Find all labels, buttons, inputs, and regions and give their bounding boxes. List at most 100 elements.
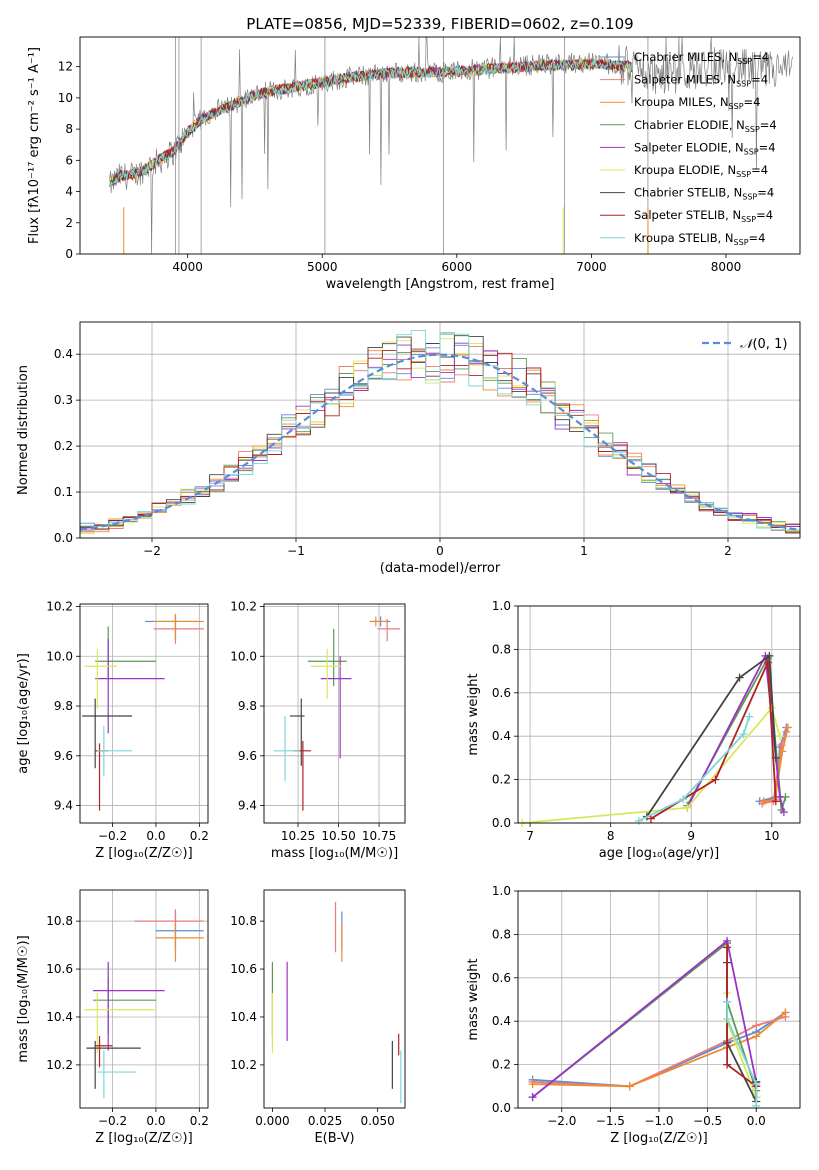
series-line-8 <box>726 1001 758 1106</box>
x-tick-label: 0.0 <box>146 829 165 843</box>
x-tick-label: 5000 <box>307 260 338 274</box>
series-marker <box>625 1082 634 1091</box>
series-marker <box>711 775 720 784</box>
legend-name: Kroupa ELODIE, N <box>634 163 736 177</box>
legend-subscript: SSP <box>734 238 749 247</box>
y-tick-label: 10.4 <box>230 1010 257 1024</box>
errorbar-point <box>155 923 204 962</box>
plot-area <box>271 901 402 1104</box>
errorbar-point <box>97 1050 137 1099</box>
series-line-6 <box>646 654 777 817</box>
y-tick-label: 0.8 <box>492 927 511 941</box>
legend-subscript: SSP <box>742 193 757 202</box>
x-axis-label: age [log₁₀(age/yr)] <box>599 846 720 861</box>
series-marker <box>745 712 754 721</box>
y-axis-label: age [log₁₀(age/yr)] <box>16 653 31 774</box>
chart-mass-vs-Z: −0.2 0.0 0.2 10.2 10.4 10.6 10.8 Z [log₁₀(Z/Z☉)… <box>16 889 209 1146</box>
series-line-5 <box>521 706 781 824</box>
y-tick-label: 9.8 <box>238 699 257 713</box>
series-marker <box>752 1021 761 1030</box>
y-tick-label: 0.6 <box>492 971 511 985</box>
axes-frame <box>79 603 209 824</box>
y-tick-label: 10.8 <box>230 914 257 928</box>
axes-frame <box>517 890 801 1109</box>
errorbar-point <box>377 618 401 642</box>
y-tick-label: 0.2 <box>492 1058 511 1072</box>
y-tick-label: 9.6 <box>54 749 73 763</box>
y-tick-label: 10.6 <box>230 962 257 976</box>
histogram-8 <box>79 329 800 538</box>
y-tick-label: 0.1 <box>54 485 73 499</box>
x-axis-label: mass [log₁₀(M/M☉)] <box>271 846 398 861</box>
series-marker <box>679 795 688 804</box>
series-marker <box>739 730 748 739</box>
series-marker <box>775 792 784 801</box>
legend-label: Kroupa STELIB, NSSP=4 <box>634 231 765 247</box>
series-marker <box>771 797 780 806</box>
series-marker <box>723 1060 732 1069</box>
y-tick-label: 4 <box>65 185 73 199</box>
x-tick-label: 0.000 <box>255 1114 289 1128</box>
x-tick-label: −0.2 <box>98 1114 127 1128</box>
legend-label: Chabrier MILES, NSSP=4 <box>634 50 769 66</box>
y-tick-label: 0.8 <box>492 642 511 656</box>
y-tick-label: 10.2 <box>46 1058 73 1072</box>
x-axis-label: Z [log₁₀(Z/Z☉)] <box>610 1131 707 1146</box>
errorbar-point <box>273 715 300 781</box>
legend-subscript: SSP <box>736 170 751 179</box>
y-tick-label: 1.0 <box>492 599 511 613</box>
y-tick-label: 12 <box>58 60 73 74</box>
errorbar-point <box>153 613 204 639</box>
x-tick-label: 10.25 <box>281 829 315 843</box>
legend-label: Salpeter ELODIE, NSSP=4 <box>634 140 776 156</box>
axes-frame <box>263 889 406 1109</box>
errorbar-point <box>95 638 165 734</box>
x-tick-label: −2 <box>143 544 161 558</box>
plot-area <box>84 909 204 1099</box>
axes-frame <box>263 603 406 824</box>
chart-spectrum: 4000 5000 6000 7000 8000 0 2 4 6 8 10 12 wavelength … <box>27 36 801 292</box>
legend-suffix: =4 <box>756 208 773 222</box>
legend-name: Salpeter MILES, N <box>634 73 736 87</box>
y-tick-label: 0.4 <box>492 729 511 743</box>
plot-area <box>518 651 792 827</box>
series-marker <box>779 808 788 817</box>
y-tick-label: 10.0 <box>46 649 73 663</box>
legend-label: Salpeter MILES, NSSP=4 <box>634 73 768 89</box>
y-tick-label: 0 <box>65 247 73 261</box>
x-axis-label: Z [log₁₀(Z/Z☉)] <box>95 1131 192 1146</box>
y-tick-label: 10.6 <box>46 962 73 976</box>
legend-subscript: SSP <box>744 147 759 156</box>
legend-suffix: =4 <box>751 163 768 177</box>
errorbar-point <box>320 656 352 759</box>
legend-suffix: =4 <box>744 95 761 109</box>
y-tick-label: 0.0 <box>492 816 511 830</box>
x-axis-label: E(B-V) <box>314 1131 354 1146</box>
errorbar-point <box>369 616 388 627</box>
y-axis-label: mass weight <box>466 958 481 1040</box>
legend-suffix: =4 <box>759 140 776 154</box>
chart-residuals: −2 −1 0 1 2 0.0 0.1 0.2 0.3 0.4 (data-model)/error… <box>16 321 801 576</box>
legend-label: Kroupa MILES, NSSP=4 <box>634 95 760 111</box>
series-marker <box>683 803 692 812</box>
errorbar-point <box>86 1040 141 1089</box>
y-tick-label: 9.6 <box>238 749 257 763</box>
legend-subscript: SSP <box>741 215 756 224</box>
y-tick-label: 9.8 <box>54 699 73 713</box>
x-tick-label: 8 <box>607 829 615 843</box>
reference-gaussian <box>79 353 801 531</box>
plot-area <box>82 613 204 811</box>
series-marker <box>723 943 732 952</box>
x-tick-label: 0.025 <box>308 1114 342 1128</box>
legend-name: Salpeter ELODIE, N <box>634 140 744 154</box>
x-axis-label: Z [log₁₀(Z/Z☉)] <box>95 846 192 861</box>
legend-subscript: SSP <box>736 80 751 89</box>
chart-massweight-vs-age: 7 8 9 10 0.0 0.2 0.4 0.6 0.8 1.0 age [log₁₀(age/yr… <box>466 599 801 861</box>
y-axis-label: mass [log₁₀(M/M☉)] <box>16 935 31 1062</box>
x-axis-label: (data-model)/error <box>380 561 501 576</box>
y-axis-label: mass weight <box>466 673 481 755</box>
x-tick-label: 1 <box>580 544 588 558</box>
series-marker <box>752 1080 761 1089</box>
series-marker <box>723 1015 732 1024</box>
